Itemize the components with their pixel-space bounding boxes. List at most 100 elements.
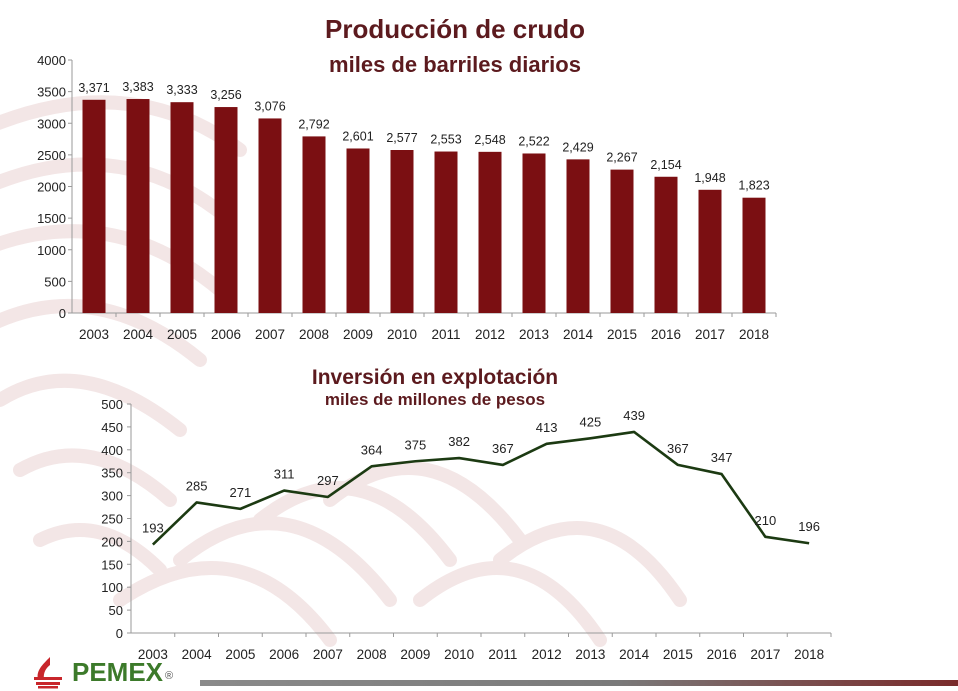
line-data-label: 210 — [755, 513, 777, 528]
line-data-label: 311 — [274, 467, 295, 482]
line-y-tick-label: 150 — [101, 557, 123, 572]
line-x-tick-label: 2009 — [400, 647, 430, 662]
line-x-tick-label: 2015 — [663, 647, 693, 662]
line-x-tick-label: 2008 — [357, 647, 387, 662]
bar-x-tick-label: 2003 — [79, 327, 109, 342]
bar-data-label: 2,792 — [298, 117, 329, 131]
line-x-tick-label: 2007 — [313, 647, 343, 662]
bar-y-tick-label: 500 — [44, 274, 66, 289]
line-x-tick-label: 2014 — [619, 647, 650, 662]
footer-divider-bar — [200, 680, 958, 686]
bar — [654, 176, 678, 313]
bar-x-tick-label: 2006 — [211, 327, 241, 342]
pemex-logo: PEMEX ® — [32, 655, 173, 689]
bar-x-tick-label: 2018 — [739, 327, 769, 342]
bar — [126, 99, 150, 313]
line-x-tick-label: 2006 — [269, 647, 299, 662]
line-chart-subtitle: miles de millones de pesos — [324, 390, 546, 409]
line-x-tick-label: 2005 — [225, 647, 255, 662]
line-x-tick-label: 2013 — [575, 647, 605, 662]
bar — [742, 197, 766, 313]
investment-line-chart: 0 50 100 150 200 250 300 350 400 450 500 2003 2004 20… — [101, 397, 832, 662]
bar-x-tick-label: 2009 — [343, 327, 373, 342]
line-chart-title: Inversión en explotación — [311, 366, 559, 389]
bar — [82, 99, 106, 314]
bar — [346, 148, 370, 313]
bar — [610, 169, 634, 313]
bar — [566, 159, 590, 313]
line-data-label: 271 — [230, 485, 252, 500]
line-data-label: 285 — [186, 478, 208, 493]
bar-data-label: 2,548 — [474, 133, 505, 147]
bar-chart-subtitle: miles de barriles diarios — [329, 52, 581, 77]
bar-data-label: 3,371 — [78, 81, 109, 95]
bar-x-tick-label: 2004 — [123, 327, 154, 342]
bar-y-tick-label: 1500 — [37, 211, 66, 226]
line-data-label: 413 — [536, 420, 558, 435]
line-y-tick-label: 350 — [101, 466, 123, 481]
bar — [434, 151, 458, 313]
line-data-label: 196 — [798, 519, 820, 534]
bar-y-tick-label: 2500 — [37, 148, 66, 163]
line-data-label: 439 — [623, 408, 645, 423]
bar-y-tick-label: 2000 — [37, 180, 66, 195]
registered-mark: ® — [165, 670, 174, 682]
bar-x-tick-label: 2016 — [651, 327, 681, 342]
line-x-tick-label: 2016 — [707, 647, 737, 662]
bar-y-tick-label: 3000 — [37, 116, 66, 131]
bar-data-label: 3,076 — [254, 99, 285, 113]
bar-x-tick-label: 2015 — [607, 327, 637, 342]
investment-series-line — [151, 430, 810, 546]
bar-data-label: 2,267 — [606, 151, 637, 165]
line-x-tick-label: 2003 — [138, 647, 168, 662]
line-x-tick-label: 2011 — [488, 647, 517, 662]
pemex-flame-logo-icon — [34, 657, 62, 689]
line-data-label: 382 — [448, 434, 470, 449]
bar-x-tick-label: 2005 — [167, 327, 197, 342]
line-y-tick-label: 250 — [101, 512, 123, 527]
bar — [478, 151, 502, 313]
line-y-tick-label: 50 — [109, 603, 123, 618]
line-y-tick-label: 100 — [101, 580, 123, 595]
line-data-label: 364 — [361, 442, 383, 457]
bar-x-tick-label: 2014 — [563, 327, 594, 342]
line-x-tick-label: 2018 — [794, 647, 824, 662]
line-data-label: 193 — [142, 521, 164, 536]
line-data-label: 367 — [667, 441, 689, 456]
bar-y-tick-label: 0 — [59, 306, 66, 321]
line-data-label: 425 — [580, 414, 602, 429]
production-bar-chart: 0 500 1000 1500 2000 2500 3000 3500 4000 3,371 200… — [37, 53, 777, 342]
line-x-tick-label: 2012 — [532, 647, 562, 662]
bar-data-label: 2,601 — [342, 129, 373, 143]
bar-y-tick-label: 4000 — [37, 53, 66, 68]
bar-data-label: 2,553 — [430, 133, 461, 147]
line-data-label: 347 — [711, 450, 733, 465]
bar-x-tick-label: 2011 — [431, 327, 460, 342]
bar-data-label: 1,823 — [738, 179, 769, 193]
line-y-tick-label: 500 — [101, 397, 123, 412]
line-y-tick-label: 450 — [101, 420, 123, 435]
bar — [170, 102, 194, 314]
bar-data-label: 2,577 — [386, 131, 417, 145]
line-y-tick-label: 0 — [116, 626, 123, 641]
bar-data-label: 2,522 — [518, 134, 549, 148]
bar-x-tick-label: 2008 — [299, 327, 329, 342]
bar-y-tick-label: 1000 — [37, 243, 66, 258]
bar-chart-title: Producción de crudo — [324, 14, 586, 44]
bar — [302, 136, 326, 313]
bar-x-tick-label: 2007 — [255, 327, 285, 342]
pemex-wordmark: PEMEX — [72, 656, 164, 687]
bar-x-tick-label: 2013 — [519, 327, 549, 342]
line-x-tick-label: 2010 — [444, 647, 474, 662]
line-data-label: 297 — [317, 473, 339, 488]
bar-data-label: 2,154 — [650, 158, 681, 172]
bar-data-label: 3,256 — [210, 88, 241, 102]
line-data-label: 367 — [492, 441, 514, 456]
bar — [390, 150, 414, 313]
bar-data-label: 3,383 — [122, 80, 153, 94]
bar — [214, 107, 238, 313]
bar-data-label: 1,948 — [694, 171, 725, 185]
line-y-tick-label: 200 — [101, 534, 123, 549]
bar-x-tick-label: 2012 — [475, 327, 505, 342]
bar-y-tick-label: 3500 — [37, 85, 66, 100]
